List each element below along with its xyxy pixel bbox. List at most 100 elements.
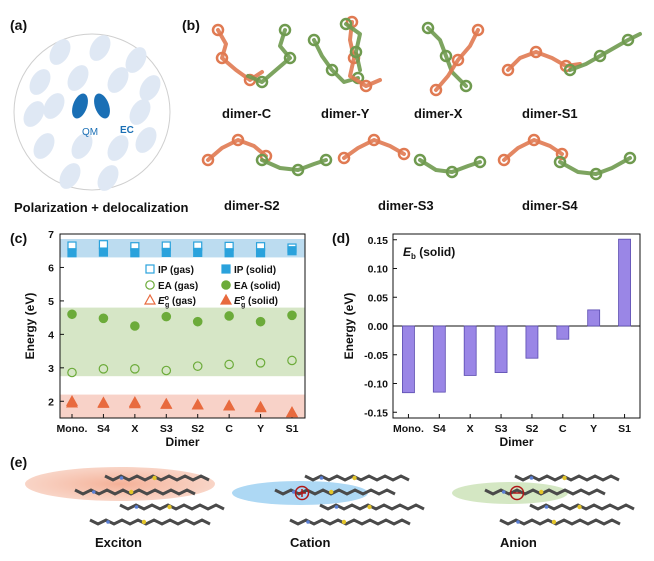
mol-2-b-n xyxy=(501,490,506,494)
dimer-s4-green xyxy=(558,156,632,176)
dimer-s3-orange xyxy=(342,138,406,160)
bar-S3 xyxy=(494,325,508,373)
legend-label-3: EA (solid) xyxy=(234,281,280,292)
dimer-s3-green-ring xyxy=(413,153,427,167)
dimer-y-green-ring xyxy=(325,63,339,77)
ec-molecule-8 xyxy=(43,93,65,119)
bar-S4 xyxy=(432,325,446,393)
ec-molecule-7 xyxy=(23,101,45,127)
dimer-s4-orange xyxy=(502,138,564,162)
point-s2-1 xyxy=(98,364,109,374)
dimer-structures xyxy=(201,15,642,181)
dimer-s3-green-ring xyxy=(445,165,459,179)
mol-1-a-n xyxy=(319,476,324,480)
point-s5-0 xyxy=(65,396,79,408)
ytick-label-d: 0.10 xyxy=(368,264,389,276)
xlabel-d: Dimer xyxy=(499,435,533,449)
bar-Y xyxy=(587,309,601,327)
dimer-s3-orange-ring xyxy=(367,133,381,147)
dimer-x-orange-ring xyxy=(471,23,485,37)
dimer-s4-green-ring xyxy=(623,151,637,165)
point-s3-6 xyxy=(255,316,266,327)
dimer-s2-green-ring xyxy=(291,163,305,177)
caption-exciton: Exciton xyxy=(95,535,142,550)
point-s2-7 xyxy=(287,355,297,366)
dimer-y-green-ring xyxy=(307,33,321,47)
dimer-x-orange-ring xyxy=(429,83,443,97)
point-s2-2 xyxy=(130,364,140,374)
dimer-s2-green-ring xyxy=(255,153,269,167)
ec-molecule-13 xyxy=(135,127,157,153)
dimer-label-c: dimer-C xyxy=(222,106,272,121)
point-s3-5 xyxy=(224,311,234,321)
dimer-x-green xyxy=(426,26,468,88)
dimer-c-green-ring xyxy=(255,75,269,89)
xtick-label-c: Y xyxy=(257,423,264,435)
bar-C xyxy=(556,325,570,340)
mol-1-b-n xyxy=(291,490,296,494)
chart-d: -0.15 -0.10 -0.05 0.00 0.05 0.10 0.15 Mono. S4 X S… xyxy=(342,233,641,449)
xtick-label-c: C xyxy=(225,423,233,435)
dimer-y-green-2-ring xyxy=(339,17,353,31)
panel-c-label: (c) xyxy=(10,230,27,246)
dimer-y-orange-ring xyxy=(359,79,373,93)
mol-2-c-n xyxy=(544,505,549,509)
dimer-y-green-2-ring xyxy=(349,45,363,59)
xtick-label-c: S3 xyxy=(160,423,173,435)
mol-1-d xyxy=(289,518,411,526)
point-s3-7 xyxy=(287,310,297,321)
ec-molecule-15 xyxy=(97,165,119,191)
plot-frame-c xyxy=(59,233,306,419)
qm-label: QM xyxy=(82,127,98,138)
mol-1-a-s xyxy=(352,475,357,481)
xlabel-c: Dimer xyxy=(165,435,199,449)
dimer-x-green-ring xyxy=(421,21,435,35)
dimer-label-x: dimer-X xyxy=(414,106,463,121)
legend-label-2: EA (gas) xyxy=(158,281,198,292)
point-s1-2 xyxy=(130,248,140,258)
dimer-label-s4: dimer-S4 xyxy=(522,198,578,213)
mol-1-c-s xyxy=(367,504,372,510)
point-s5-4 xyxy=(191,398,204,410)
mol-2-c-s xyxy=(577,504,582,510)
qm-molecule-right xyxy=(94,93,110,119)
mol-2-d xyxy=(499,518,621,526)
ylabel-c: Energy (eV) xyxy=(23,293,37,360)
xtick-label-d: S2 xyxy=(526,423,539,435)
dimer-s2-green-ring xyxy=(319,153,333,167)
point-s5-5 xyxy=(223,399,236,411)
ec-label: EC xyxy=(120,125,134,136)
ytick-label-d: 0.05 xyxy=(368,292,389,304)
point-s2-6 xyxy=(255,357,266,368)
dimer-x-orange-ring xyxy=(451,53,465,67)
dimer-y-orange xyxy=(348,20,382,88)
legend-marker-3 xyxy=(221,280,231,290)
caption-cation: Cation xyxy=(290,535,331,550)
dimer-s2-orange-ring xyxy=(201,153,215,167)
mol-0-c-n xyxy=(134,505,139,509)
dimer-y-green xyxy=(312,38,360,84)
ytick-label-c: 4 xyxy=(48,329,54,341)
ytick-label-c: 5 xyxy=(48,296,54,308)
ytick-label-c: 3 xyxy=(48,363,54,375)
dimer-s1-green-ring xyxy=(621,33,635,47)
mol-1-d-s xyxy=(341,519,347,525)
ytick-label-c: 6 xyxy=(48,262,54,274)
ec-molecule-12 xyxy=(107,135,129,161)
mol-0-c-s xyxy=(167,504,172,510)
xtick-label-c: S1 xyxy=(286,423,299,435)
legend-marker-4 xyxy=(143,293,157,305)
mol-0-a-s xyxy=(152,475,157,481)
point-s2-5 xyxy=(224,359,234,370)
ec-molecule-4 xyxy=(67,65,89,91)
dimer-c-orange-ring xyxy=(215,51,229,65)
xtick-label-d: Mono. xyxy=(393,423,424,435)
dimer-s1-orange-ring xyxy=(501,63,515,77)
ec-molecule-14 xyxy=(59,163,81,189)
point-s3-4 xyxy=(192,316,203,327)
mol-0-d-s xyxy=(141,519,147,525)
legend-label-4: Eo g (gas) xyxy=(158,295,196,309)
point-s5-3 xyxy=(160,398,173,409)
legend-marker-1 xyxy=(221,264,231,274)
bar-S1 xyxy=(618,238,631,327)
